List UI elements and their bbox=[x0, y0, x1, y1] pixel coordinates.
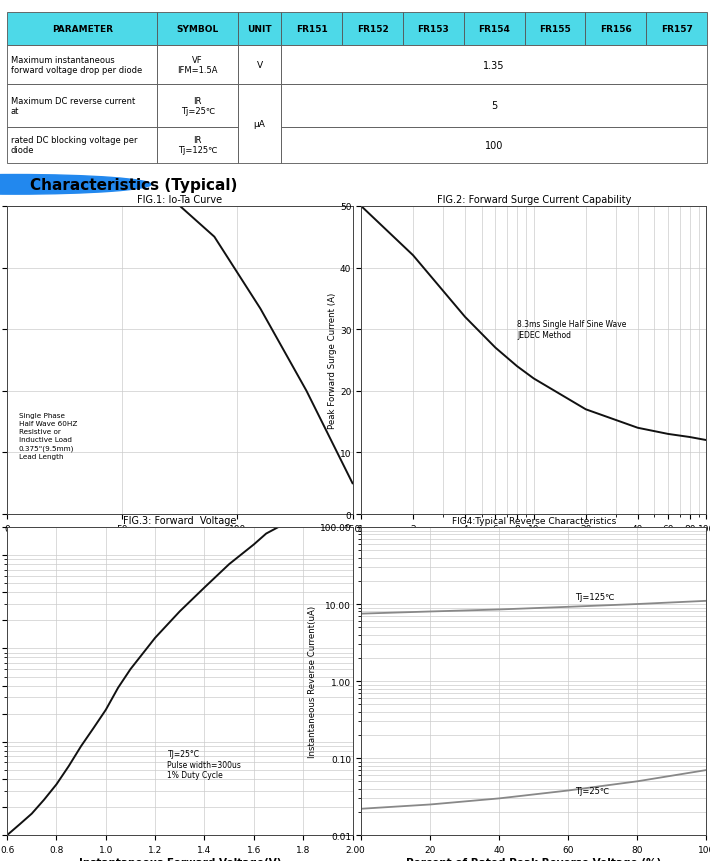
Bar bbox=[281, 127, 707, 164]
Text: Maximum instantaneous
forward voltage drop per diode: Maximum instantaneous forward voltage dr… bbox=[11, 56, 142, 76]
Bar bbox=[281, 46, 707, 85]
Bar bbox=[464, 13, 525, 46]
Text: Tj=125℃: Tj=125℃ bbox=[575, 592, 615, 602]
Bar bbox=[586, 13, 646, 46]
Text: 5: 5 bbox=[491, 102, 497, 111]
Bar bbox=[342, 13, 403, 46]
Bar bbox=[158, 127, 238, 164]
X-axis label: Number of Cycles: Number of Cycles bbox=[482, 536, 586, 546]
X-axis label: Percent of Rated Peak Reverse Voltage (%): Percent of Rated Peak Reverse Voltage (%… bbox=[406, 857, 662, 861]
Bar bbox=[403, 13, 464, 46]
Text: 8.3ms Single Half Sine Wave
JEDEC Method: 8.3ms Single Half Sine Wave JEDEC Method bbox=[517, 320, 626, 339]
Bar bbox=[7, 13, 158, 46]
Text: SYMBOL: SYMBOL bbox=[177, 25, 219, 34]
Title: FIG.2: Forward Surge Current Capability: FIG.2: Forward Surge Current Capability bbox=[437, 195, 631, 204]
Bar bbox=[646, 13, 707, 46]
Bar bbox=[158, 85, 238, 127]
Title: FIG.3: Forward  Voltage: FIG.3: Forward Voltage bbox=[123, 515, 236, 525]
Text: Single Phase
Half Wave 60HZ
Resistive or
Inductive Load
0.375"(9.5mm)
Lead Lengt: Single Phase Half Wave 60HZ Resistive or… bbox=[18, 412, 77, 459]
Text: FR152: FR152 bbox=[356, 25, 388, 34]
Bar bbox=[238, 85, 281, 164]
Text: FR156: FR156 bbox=[600, 25, 632, 34]
Text: FR151: FR151 bbox=[296, 25, 327, 34]
Text: TJ=25°C
Pulse width=300us
1% Duty Cycle: TJ=25°C Pulse width=300us 1% Duty Cycle bbox=[168, 749, 241, 779]
Text: PARAMETER: PARAMETER bbox=[52, 25, 113, 34]
Y-axis label: Instantaneous Reverse Current(uA): Instantaneous Reverse Current(uA) bbox=[308, 605, 317, 757]
Text: 1.35: 1.35 bbox=[484, 60, 505, 71]
Bar bbox=[7, 46, 158, 85]
Text: IR
Tj=125℃: IR Tj=125℃ bbox=[178, 136, 217, 155]
Text: V: V bbox=[256, 61, 263, 70]
Bar bbox=[7, 127, 158, 164]
Bar bbox=[281, 13, 342, 46]
Bar bbox=[158, 13, 238, 46]
Bar bbox=[525, 13, 586, 46]
Bar bbox=[158, 46, 238, 85]
Title: FIG.1: Io-Ta Curve: FIG.1: Io-Ta Curve bbox=[137, 195, 222, 204]
Bar bbox=[238, 13, 281, 46]
Bar bbox=[281, 85, 707, 127]
Text: FR154: FR154 bbox=[479, 25, 510, 34]
Title: FIG4:Typical Reverse Characteristics: FIG4:Typical Reverse Characteristics bbox=[452, 517, 616, 525]
Text: Characteristics (Typical): Characteristics (Typical) bbox=[30, 177, 238, 193]
Bar bbox=[238, 46, 281, 85]
X-axis label: Instantaneous Forward Voltage(V): Instantaneous Forward Voltage(V) bbox=[79, 857, 281, 861]
Text: rated DC blocking voltage per
diode: rated DC blocking voltage per diode bbox=[11, 136, 137, 155]
Text: μA: μA bbox=[253, 120, 266, 129]
Text: UNIT: UNIT bbox=[247, 25, 272, 34]
Bar bbox=[7, 85, 158, 127]
Text: Tj=25℃: Tj=25℃ bbox=[575, 786, 609, 796]
Text: IR
Tj=25℃: IR Tj=25℃ bbox=[180, 96, 215, 116]
Text: 100: 100 bbox=[485, 140, 503, 151]
Text: FR157: FR157 bbox=[661, 25, 693, 34]
Text: Maximum DC reverse current
at: Maximum DC reverse current at bbox=[11, 96, 135, 116]
X-axis label: Lead Temperature (℃): Lead Temperature (℃) bbox=[113, 536, 246, 546]
Text: FR153: FR153 bbox=[417, 25, 449, 34]
Text: FR155: FR155 bbox=[539, 25, 571, 34]
Y-axis label: Peak Forward Surge Current (A): Peak Forward Surge Current (A) bbox=[328, 293, 337, 429]
Text: VF
IFM=1.5A: VF IFM=1.5A bbox=[178, 56, 218, 76]
Circle shape bbox=[0, 176, 151, 195]
